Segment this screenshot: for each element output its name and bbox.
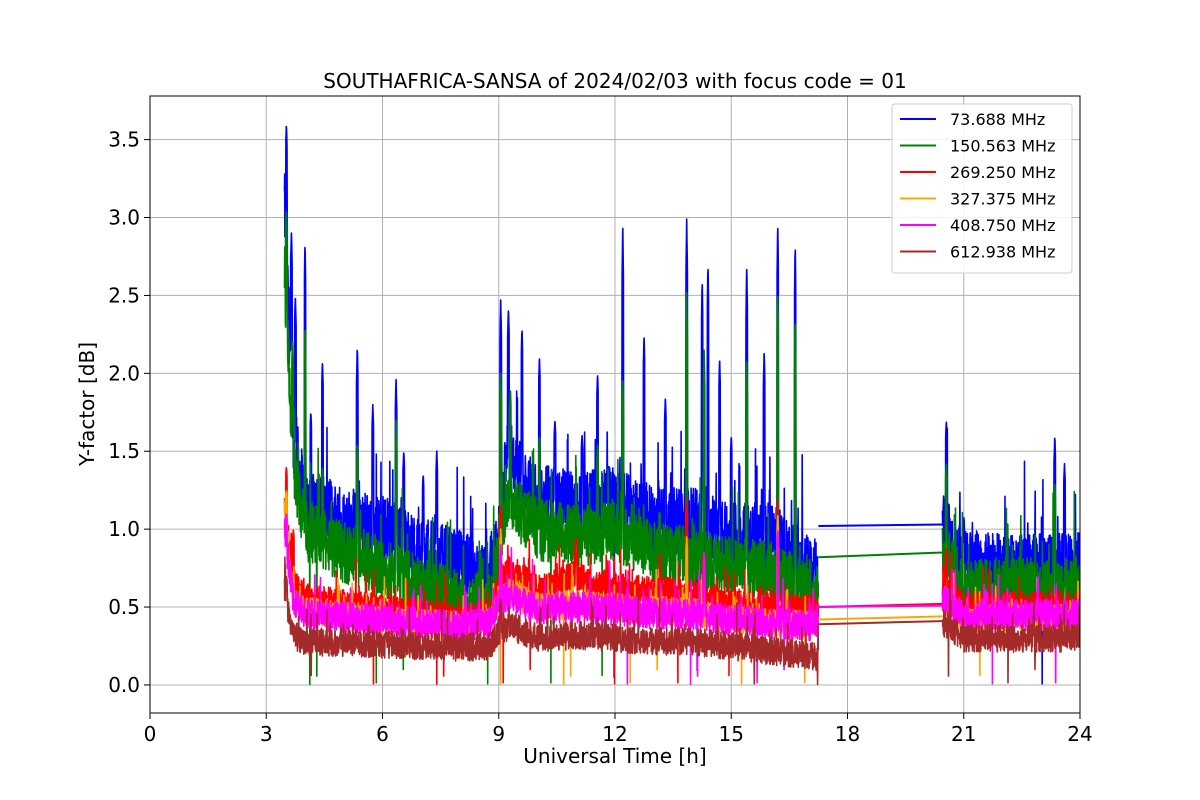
gap-connector-line bbox=[818, 523, 943, 528]
gap-connector-line bbox=[818, 615, 943, 621]
series-layer bbox=[283, 125, 1080, 686]
gap-connector-line bbox=[818, 620, 943, 626]
x-tick-label: 15 bbox=[719, 722, 744, 746]
y-axis-label: Y-factor [dB] bbox=[75, 342, 99, 467]
legend-label: 327.375 MHz bbox=[950, 190, 1055, 209]
gap-connector-line bbox=[818, 551, 943, 559]
series-line bbox=[283, 556, 1080, 686]
x-tick-label: 6 bbox=[376, 722, 389, 746]
y-tick-label: 3.0 bbox=[108, 206, 140, 230]
x-tick-label: 18 bbox=[835, 722, 860, 746]
chart-title: SOUTHAFRICA-SANSA of 2024/02/03 with foc… bbox=[323, 69, 907, 93]
legend-label: 408.750 MHz bbox=[950, 216, 1055, 235]
plot-area bbox=[283, 125, 1080, 686]
x-tick-label: 21 bbox=[951, 722, 976, 746]
x-tick-label: 24 bbox=[1067, 722, 1092, 746]
x-axis-label: Universal Time [h] bbox=[523, 744, 706, 768]
y-tick-label: 2.5 bbox=[108, 283, 140, 307]
x-tick-label: 0 bbox=[144, 722, 157, 746]
y-tick-label: 1.0 bbox=[108, 517, 140, 541]
legend-label: 150.563 MHz bbox=[950, 137, 1055, 156]
y-tick-label: 2.0 bbox=[108, 361, 140, 385]
x-tick-label: 3 bbox=[260, 722, 273, 746]
x-tick-label: 12 bbox=[602, 722, 627, 746]
legend-label: 73.688 MHz bbox=[950, 110, 1045, 129]
y-tick-label: 3.5 bbox=[108, 128, 140, 152]
legend-label: 612.938 MHz bbox=[950, 243, 1055, 262]
gap-connector-line bbox=[818, 604, 943, 609]
y-tick-label: 1.5 bbox=[108, 439, 140, 463]
tick-layer: 0 3 6 9 12 15 18 21 24 0.0 0.5 1.0 1.5 2.0 2.5 3.0 3.5 bbox=[108, 128, 1093, 746]
legend: 73.688 MHz 150.563 MHz 269.250 MHz 327.375 … bbox=[891, 103, 1073, 274]
series-line bbox=[283, 513, 1080, 686]
x-tick-label: 9 bbox=[492, 722, 505, 746]
y-tick-label: 0.0 bbox=[108, 673, 140, 697]
legend-box bbox=[891, 103, 1073, 274]
y-tick-label: 0.5 bbox=[108, 595, 140, 619]
legend-label: 269.250 MHz bbox=[950, 163, 1055, 182]
